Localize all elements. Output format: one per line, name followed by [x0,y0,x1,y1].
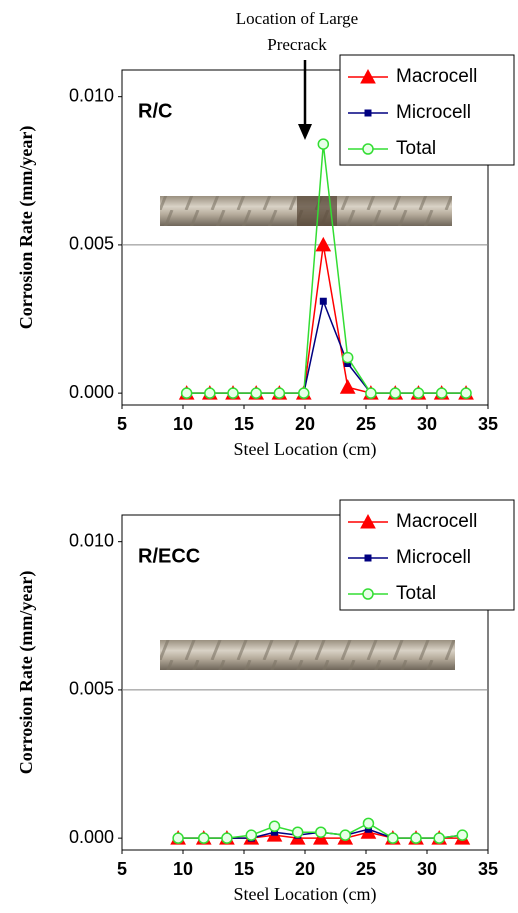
legend-marker [362,588,374,600]
marker [362,817,375,830]
x-tick-label: 10 [173,414,193,434]
legend-marker [362,143,374,155]
marker [412,387,425,399]
marker [204,387,216,399]
marker [298,387,310,399]
legend-label: Macrocell [396,511,477,532]
legend-label: Total [396,583,436,604]
series [183,297,470,397]
marker [221,832,233,844]
series [180,138,472,399]
panel-label: R/C [138,100,172,122]
marker [197,832,210,844]
legend-marker [360,513,376,529]
legend-marker [364,109,372,117]
x-tick-label: 30 [417,859,437,879]
x-tick-label: 20 [295,859,315,879]
legend-label: Macrocell [396,66,477,87]
marker [180,387,193,399]
legend-label: Microcell [396,102,471,123]
y-tick-label: 0.010 [69,85,114,105]
marker [456,829,469,841]
marker [387,832,399,844]
marker [317,138,330,150]
marker [339,379,356,394]
legend-marker [360,68,376,84]
x-tick-label: 25 [356,414,376,434]
x-tick-label: 30 [417,414,437,434]
y-tick-label: 0.005 [69,679,114,699]
x-tick-label: 5 [117,414,127,434]
marker [172,832,184,844]
y-axis-label: Corrosion Rate (mm/year) [16,126,37,330]
x-tick-label: 25 [356,859,376,879]
precrack-arrow [298,60,312,140]
marker [460,387,472,399]
y-tick-label: 0.010 [69,530,114,550]
x-axis-label: Steel Location (cm) [234,439,377,460]
marker [315,236,332,252]
panel-label: R/ECC [138,545,200,567]
marker [227,387,239,399]
y-axis-label: Corrosion Rate (mm/year) [16,571,37,775]
marker [435,387,448,399]
y-tick-label: 0.000 [69,827,114,847]
marker [433,832,445,844]
legend-label: Total [396,138,436,159]
y-tick-label: 0.005 [69,234,114,254]
series-line [186,298,467,394]
marker [273,387,286,399]
legend-marker [364,554,372,562]
x-tick-label: 5 [117,859,127,879]
annotation: Location of Large Precrack [235,9,359,54]
x-tick-label: 35 [478,859,498,879]
x-tick-label: 35 [478,414,498,434]
marker [291,826,304,838]
series-line [186,244,467,394]
marker [315,826,327,838]
marker [410,832,422,844]
y-tick-label: 0.000 [69,382,114,402]
rebar-photo-2 [160,640,455,670]
marker [250,387,262,399]
rebar-photo-1 [160,196,452,226]
x-tick-label: 10 [173,859,193,879]
marker [341,351,354,364]
x-tick-label: 15 [234,414,254,434]
marker [268,820,281,833]
x-tick-label: 15 [234,859,254,879]
x-axis-label: Steel Location (cm) [234,884,377,905]
x-tick-label: 20 [295,414,315,434]
series [178,236,474,400]
marker [339,829,352,841]
marker [389,387,402,399]
series-line [186,144,467,394]
marker [245,829,258,841]
marker [319,297,327,305]
legend-label: Microcell [396,547,471,568]
marker [365,387,377,399]
series [172,817,469,844]
